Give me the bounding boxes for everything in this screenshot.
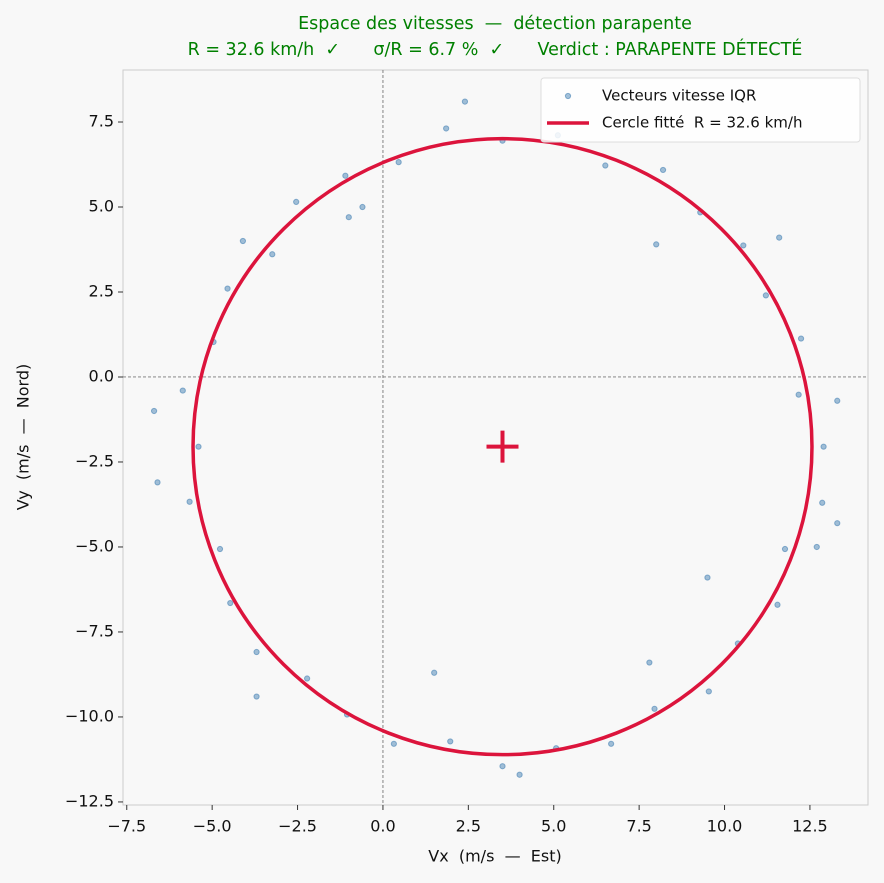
scatter-point bbox=[431, 669, 438, 676]
scatter-point bbox=[269, 251, 276, 258]
scatter-point bbox=[705, 688, 712, 695]
scatter-point bbox=[154, 479, 161, 486]
scatter-point bbox=[776, 234, 783, 241]
scatter-point bbox=[293, 198, 300, 206]
y-tick-label: −5.0 bbox=[75, 536, 114, 555]
x-tick-label: −7.5 bbox=[107, 817, 146, 836]
scatter-point bbox=[395, 159, 402, 166]
scatter-point bbox=[813, 543, 820, 551]
scatter-point bbox=[834, 397, 841, 404]
scatter-point bbox=[443, 125, 450, 132]
scatter-point bbox=[224, 285, 231, 292]
scatter-point bbox=[602, 162, 609, 169]
scatter-point bbox=[179, 387, 186, 394]
scatter-point bbox=[659, 166, 667, 174]
y-tick-label: −12.5 bbox=[65, 791, 114, 810]
x-tick-label: 10.0 bbox=[707, 817, 743, 836]
legend-label: Cercle fitté R = 32.6 km/h bbox=[602, 114, 802, 132]
legend-marker bbox=[564, 92, 572, 100]
y-tick-label: 0.0 bbox=[89, 366, 114, 385]
scatter-point bbox=[795, 391, 802, 398]
x-tick-label: 2.5 bbox=[456, 817, 481, 836]
scatter-point bbox=[342, 172, 349, 179]
y-tick-label: −10.0 bbox=[65, 706, 114, 725]
scatter-point bbox=[646, 659, 653, 666]
scatter-point bbox=[186, 498, 193, 505]
scatter-point bbox=[195, 443, 202, 450]
scatter-point bbox=[704, 574, 711, 581]
scatter-point bbox=[461, 98, 469, 105]
fitted-circle bbox=[191, 136, 814, 757]
x-tick-label: 0.0 bbox=[370, 817, 395, 836]
scatter-point bbox=[227, 599, 234, 607]
chart-subtitle: R = 32.6 km/h ✓ σ/R = 6.7 % ✓ Verdict : … bbox=[188, 38, 803, 60]
circle-center bbox=[486, 430, 519, 463]
x-axis-label: Vx (m/s — Est) bbox=[428, 847, 561, 866]
scatter-point bbox=[499, 763, 506, 770]
legend-label: Vecteurs vitesse IQR bbox=[602, 87, 756, 105]
x-tick-label: 12.5 bbox=[792, 817, 828, 836]
scatter-point bbox=[239, 237, 246, 245]
scatter-point bbox=[150, 407, 158, 415]
x-tick-label: 5.0 bbox=[541, 817, 566, 836]
scatter-point bbox=[651, 705, 658, 712]
scatter-point bbox=[390, 740, 397, 747]
scatter-point bbox=[304, 675, 311, 682]
chart-title: Espace des vitesses — détection parapent… bbox=[298, 14, 692, 34]
scatter-point bbox=[345, 214, 352, 221]
scatter-point bbox=[797, 335, 805, 342]
y-tick-label: 7.5 bbox=[89, 112, 114, 131]
x-tick-label: −2.5 bbox=[278, 817, 317, 836]
scatter-point bbox=[608, 740, 615, 747]
scatter-point bbox=[516, 771, 523, 778]
x-tick-label: 7.5 bbox=[626, 817, 651, 836]
plot-area bbox=[122, 69, 869, 806]
scatter-point bbox=[253, 693, 260, 700]
scatter-point bbox=[774, 601, 781, 608]
scatter-point bbox=[819, 499, 826, 506]
scatter-point bbox=[653, 241, 660, 248]
scatter-point bbox=[359, 203, 366, 211]
scatter-point bbox=[781, 545, 789, 553]
scatter-point bbox=[447, 738, 454, 745]
y-tick-label: −7.5 bbox=[75, 621, 114, 640]
y-tick-label: 5.0 bbox=[89, 197, 114, 216]
scatter-point bbox=[834, 520, 841, 527]
scatter-point bbox=[216, 545, 224, 553]
scatter-point bbox=[820, 443, 827, 450]
y-axis-label: Vy (m/s — Nord) bbox=[14, 364, 33, 511]
x-tick-label: −5.0 bbox=[193, 817, 232, 836]
scatter-point bbox=[762, 292, 769, 299]
y-tick-label: −2.5 bbox=[75, 451, 114, 470]
legend-box bbox=[540, 77, 861, 143]
scatter-point bbox=[740, 242, 747, 249]
scatter-point bbox=[253, 648, 260, 656]
y-tick-label: 2.5 bbox=[89, 281, 114, 300]
